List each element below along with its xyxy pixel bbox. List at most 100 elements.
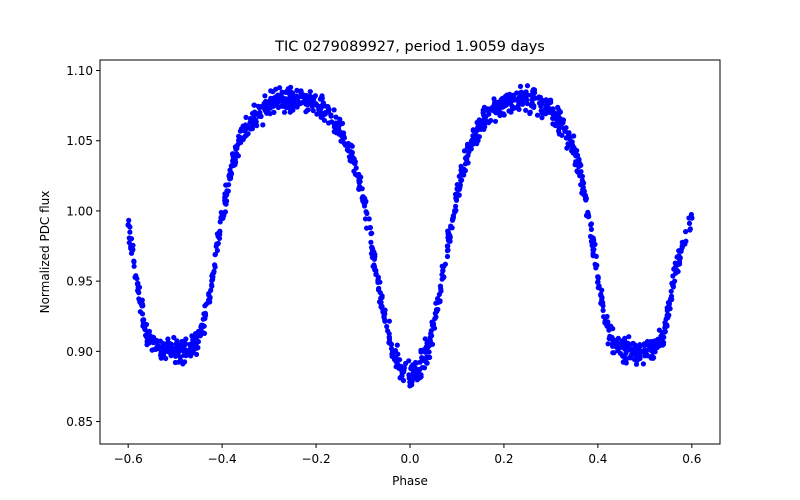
observation-point bbox=[516, 106, 522, 112]
observation-point bbox=[193, 335, 199, 341]
data-point bbox=[360, 194, 366, 200]
data-point bbox=[407, 373, 413, 380]
observation-point bbox=[310, 108, 316, 114]
observation-point bbox=[398, 374, 404, 380]
observation-point bbox=[318, 103, 324, 109]
data-point bbox=[604, 323, 611, 329]
x-tick-label: −0.6 bbox=[114, 452, 143, 466]
observation-point bbox=[575, 169, 581, 175]
observation-point bbox=[131, 259, 137, 265]
observation-point bbox=[618, 344, 624, 350]
observation-point bbox=[422, 336, 428, 342]
observation-point bbox=[301, 93, 307, 99]
observation-point bbox=[677, 255, 683, 261]
observation-point bbox=[349, 143, 355, 149]
observation-point bbox=[262, 107, 268, 113]
observation-point bbox=[205, 299, 211, 305]
observation-point bbox=[662, 325, 668, 331]
observation-point bbox=[439, 263, 445, 269]
observation-point bbox=[555, 104, 561, 110]
data-point bbox=[651, 345, 657, 352]
observation-point bbox=[492, 118, 499, 124]
observation-point bbox=[666, 312, 672, 318]
observation-point bbox=[519, 90, 525, 96]
x-tick-label: 0.2 bbox=[494, 452, 513, 466]
x-tick-label: −0.4 bbox=[208, 452, 237, 466]
data-point bbox=[134, 281, 141, 287]
observation-point bbox=[585, 209, 591, 215]
observation-point bbox=[243, 114, 249, 120]
observation-point bbox=[212, 252, 218, 258]
observation-point bbox=[627, 347, 634, 353]
observation-point bbox=[230, 151, 236, 157]
data-point bbox=[228, 163, 235, 169]
x-tick-label: 0.4 bbox=[588, 452, 607, 466]
observation-point bbox=[435, 306, 441, 313]
observation-point bbox=[665, 300, 672, 306]
observation-point bbox=[556, 111, 562, 117]
observation-point bbox=[589, 242, 595, 249]
observation-point bbox=[193, 351, 200, 357]
observation-point bbox=[181, 343, 187, 349]
x-axis-title: Phase bbox=[392, 474, 428, 488]
observation-point bbox=[418, 374, 424, 380]
observation-point bbox=[222, 194, 228, 200]
observation-point bbox=[227, 172, 233, 178]
observation-point bbox=[183, 336, 189, 342]
y-tick-label: 0.85 bbox=[66, 415, 93, 429]
observation-point bbox=[222, 200, 228, 206]
observation-point bbox=[131, 263, 137, 269]
data-point bbox=[519, 95, 526, 102]
x-tick-label: 0.6 bbox=[682, 452, 701, 466]
data-point bbox=[548, 108, 554, 114]
observation-point bbox=[588, 226, 595, 232]
data-point bbox=[209, 274, 216, 280]
observation-point bbox=[285, 86, 291, 92]
observation-point bbox=[234, 145, 240, 151]
observation-point bbox=[349, 150, 355, 156]
data-point bbox=[388, 341, 395, 348]
observation-point bbox=[279, 89, 285, 95]
observation-point bbox=[287, 106, 293, 112]
observation-point bbox=[458, 171, 464, 177]
observation-point bbox=[128, 244, 134, 250]
observation-point bbox=[363, 209, 369, 215]
observation-point bbox=[390, 353, 396, 359]
observation-point bbox=[254, 123, 260, 129]
observation-point bbox=[506, 108, 512, 114]
data-point bbox=[576, 163, 582, 169]
observation-point bbox=[141, 317, 147, 323]
observation-point bbox=[570, 147, 577, 153]
observation-point bbox=[356, 177, 362, 183]
observation-point bbox=[128, 236, 135, 242]
observation-point bbox=[582, 196, 589, 202]
observation-point bbox=[457, 185, 463, 191]
observation-point bbox=[502, 95, 508, 102]
observation-point bbox=[637, 343, 643, 350]
data-point bbox=[275, 98, 282, 105]
observation-point bbox=[552, 122, 558, 129]
observation-point bbox=[366, 216, 372, 222]
observation-point bbox=[369, 230, 375, 236]
observation-point bbox=[662, 329, 668, 335]
observation-point bbox=[599, 295, 605, 301]
observation-point bbox=[523, 89, 529, 95]
observation-point bbox=[381, 310, 387, 316]
observation-point bbox=[441, 274, 447, 280]
data-point bbox=[632, 348, 639, 355]
observation-point bbox=[375, 277, 381, 283]
observation-point bbox=[319, 93, 325, 99]
data-point bbox=[238, 135, 244, 141]
observation-point bbox=[136, 296, 142, 302]
data-point bbox=[341, 135, 348, 141]
observation-point bbox=[579, 173, 586, 179]
data-points bbox=[125, 83, 695, 389]
observation-point bbox=[640, 361, 647, 367]
observation-point bbox=[564, 145, 570, 151]
data-point bbox=[538, 101, 545, 107]
observation-point bbox=[633, 361, 640, 367]
data-point bbox=[529, 97, 535, 103]
observation-point bbox=[321, 117, 327, 123]
data-point bbox=[491, 107, 498, 113]
data-point bbox=[144, 334, 150, 341]
